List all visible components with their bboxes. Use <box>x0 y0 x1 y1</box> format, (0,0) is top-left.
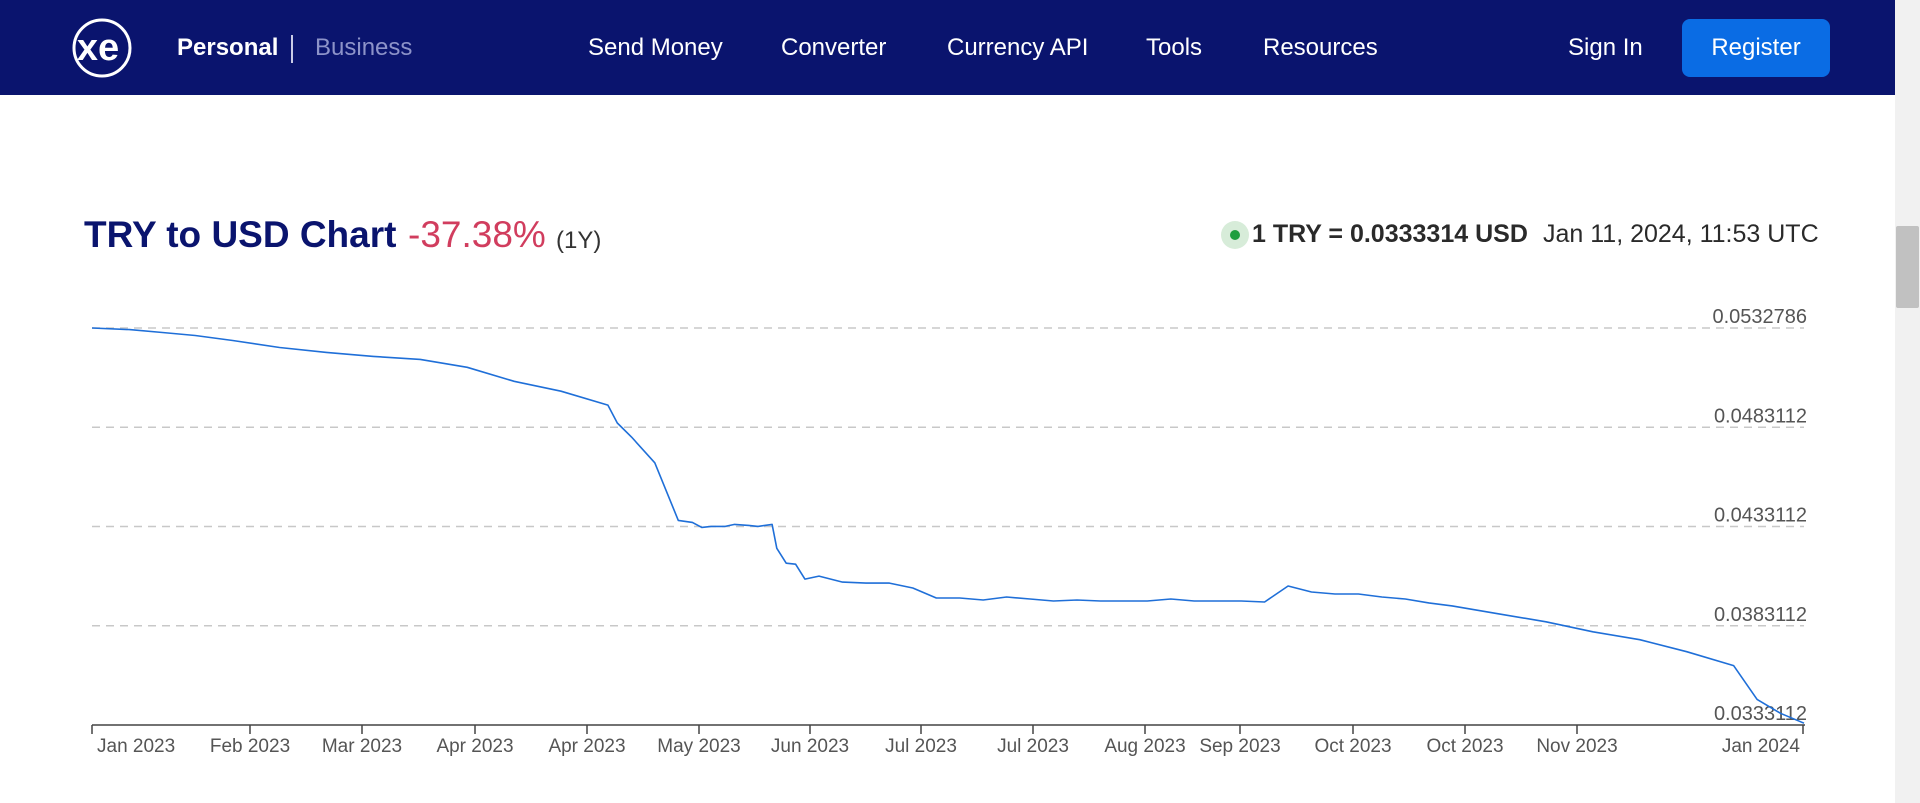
x-tick-label: Oct 2023 <box>1314 736 1391 757</box>
live-indicator-icon <box>1221 221 1249 249</box>
x-tick-label: Nov 2023 <box>1536 736 1617 757</box>
top-nav: xe Personal Business Send Money Converte… <box>0 0 1895 95</box>
y-axis-labels: 0.0532786 0.0483112 0.0433112 0.0383112 0.03… <box>1712 306 1807 725</box>
x-tick-label: Sep 2023 <box>1199 736 1280 757</box>
series-layer <box>91 327 1805 724</box>
x-tick-label: Jul 2023 <box>997 736 1069 757</box>
y-tick-label: 0.0333112 <box>1714 703 1807 725</box>
y-tick-label: 0.0433112 <box>1714 505 1807 527</box>
x-tick-label: Jan 2023 <box>97 736 175 757</box>
y-tick-label: 0.0383112 <box>1714 604 1807 626</box>
y-tick-label: 0.0532786 <box>1712 306 1807 328</box>
x-tick-label: Oct 2023 <box>1426 736 1503 757</box>
x-axis: Jan 2023 Feb 2023 Mar 2023 Apr 2023 Apr 2023… <box>91 724 1805 757</box>
rate-series-line[interactable] <box>91 327 1805 724</box>
x-tick-label: Aug 2023 <box>1104 736 1185 757</box>
chart-title: TRY to USD Chart <box>84 214 397 255</box>
register-button[interactable]: Register <box>1682 19 1830 77</box>
y-tick-label: 0.0483112 <box>1714 405 1807 427</box>
nav-send-money[interactable]: Send Money <box>588 34 723 61</box>
nav-tools[interactable]: Tools <box>1146 34 1203 61</box>
x-tick-label: Apr 2023 <box>548 736 625 757</box>
x-tick-label: Feb 2023 <box>210 736 290 757</box>
business-tab[interactable]: Business <box>315 34 413 61</box>
personal-tab[interactable]: Personal <box>177 34 279 61</box>
page-scrollbar[interactable] <box>1895 0 1920 803</box>
logo-text: xe <box>77 27 119 69</box>
nav-divider <box>291 35 293 63</box>
rate-timestamp: Jan 11, 2024, 11:53 UTC <box>1543 220 1819 248</box>
xe-logo[interactable]: xe <box>62 16 142 80</box>
sign-in-link[interactable]: Sign In <box>1568 34 1643 61</box>
nav-resources[interactable]: Resources <box>1263 34 1378 61</box>
x-tick-label: Jun 2023 <box>771 736 849 757</box>
x-tick-label: May 2023 <box>657 736 740 757</box>
nav-converter[interactable]: Converter <box>781 34 887 61</box>
x-tick-label: Apr 2023 <box>436 736 513 757</box>
x-tick-label: Mar 2023 <box>322 736 402 757</box>
scrollbar-thumb[interactable] <box>1896 226 1919 308</box>
x-tick-label: Jul 2023 <box>885 736 957 757</box>
current-rate: 1 TRY = 0.0333314 USD <box>1252 220 1528 248</box>
nav-currency-api[interactable]: Currency API <box>947 34 1089 61</box>
period-label: (1Y) <box>556 227 602 254</box>
gridlines <box>92 327 1804 627</box>
x-tick-label: Jan 2024 <box>1722 736 1801 757</box>
percent-change: -37.38% <box>408 214 546 255</box>
